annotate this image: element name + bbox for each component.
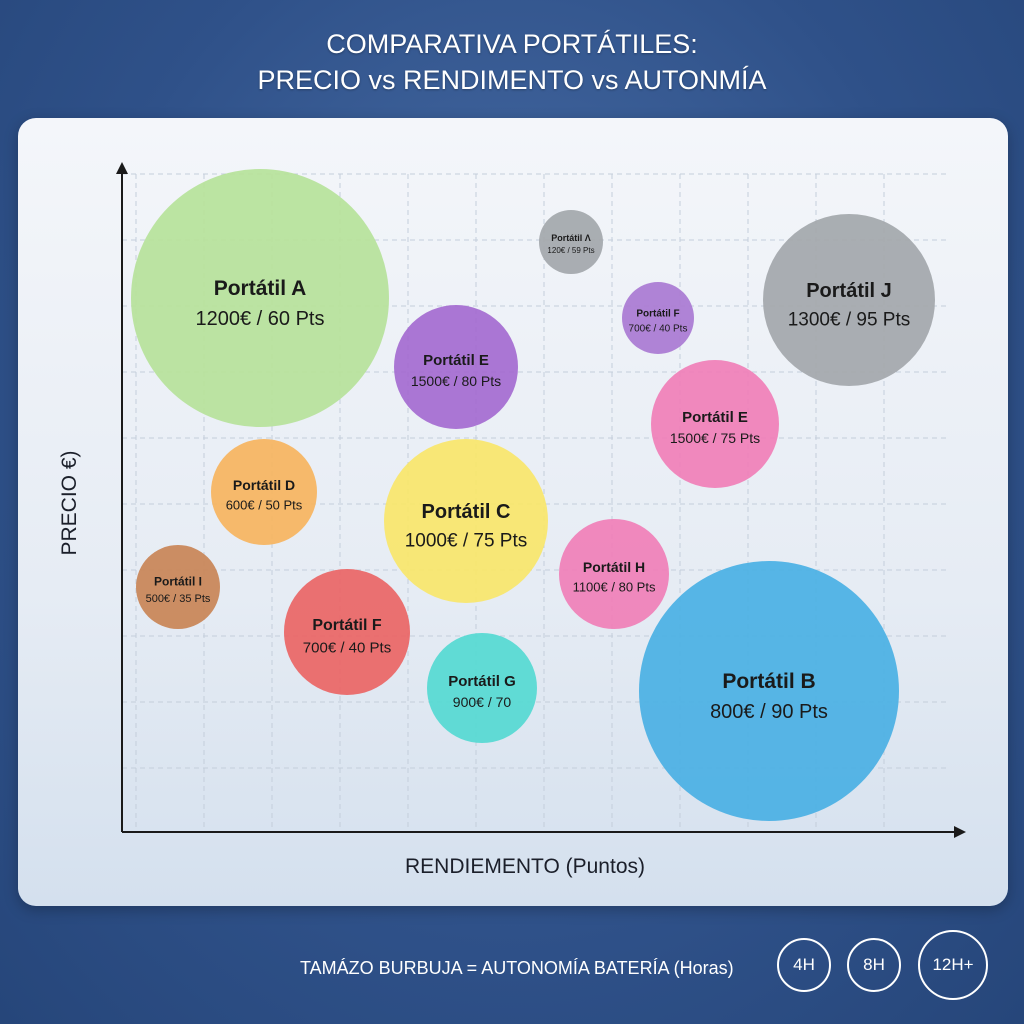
bubble-point [639, 561, 899, 821]
bubble-point [427, 633, 537, 743]
chart-title-line1: COMPARATIVA PORTÁTILES: [326, 29, 698, 59]
bubble-point [539, 210, 603, 274]
bubble-name-label: Portátil E [682, 409, 748, 426]
bubble-value-label: 600€ / 50 Pts [226, 498, 303, 513]
bubble-value-label: 700€ / 40 Pts [303, 639, 391, 656]
size-key-large: 12H+ [918, 930, 988, 1000]
bubble-value-label: 500€ / 35 Pts [146, 593, 211, 605]
size-legend-caption: TAMÁZO BURBUJA = AUTONOMÍA BATERÍA (Hora… [300, 958, 734, 978]
size-key-small: 4H [777, 938, 831, 992]
bubble-point [559, 519, 669, 629]
bubble-value-label: 700€ / 40 Pts [629, 324, 688, 335]
bubble-name-label: Portátil C [422, 501, 511, 523]
size-key-medium: 8H [847, 938, 901, 992]
bubble-point [136, 545, 220, 629]
bubble-name-label: Portátil G [448, 673, 516, 690]
bubble-name-label: Portátil H [583, 559, 645, 575]
bubble-value-label: 1100€ / 80 Pts [573, 580, 656, 595]
y-axis-label: PRECIO €) [58, 450, 81, 555]
bubble-name-label: Portátil B [722, 670, 815, 693]
chart-panel: RENDIEMENTO (Puntos) PRECIO €) Portátil A 1… [18, 118, 1008, 906]
bubble-value-label: 1300€ / 95 Pts [788, 310, 911, 331]
bubble-name-label: Portátil F [312, 617, 382, 634]
x-axis-arrow [954, 826, 966, 838]
bubble-point [622, 282, 694, 354]
bubble-point [651, 360, 779, 488]
bubble-name-label: Portátil J [806, 280, 892, 302]
bubble-point [394, 305, 518, 429]
x-axis-label: RENDIEMENTO (Puntos) [405, 855, 645, 878]
bubble-point [211, 439, 317, 545]
bubble-name-label: Portátil E [423, 352, 489, 369]
bubble-name-label: Portátil I [154, 574, 202, 588]
bubble-value-label: 800€ / 90 Pts [710, 701, 828, 723]
bubble-name-label: Portátil F [636, 309, 679, 320]
bubble-point [131, 169, 389, 427]
bubble-value-label: 900€ / 70 [453, 694, 512, 710]
bubble-name-label: Portátil A [214, 277, 307, 300]
bubble-value-label: 1500€ / 80 Pts [411, 373, 501, 389]
bubble-chart: RENDIEMENTO (Puntos) PRECIO €) Portátil A 1… [58, 162, 966, 878]
bubble-value-label: 1200€ / 60 Pts [196, 308, 325, 330]
bubble-point [384, 439, 548, 603]
bubble-value-label: 1500€ / 75 Pts [670, 430, 760, 446]
bubble-value-label: 120€ / 59 Pts [547, 246, 594, 255]
bubble-point [284, 569, 410, 695]
chart-title: COMPARATIVA PORTÁTILES: PRECIO vs RENDIM… [0, 26, 1024, 98]
bubble-name-label: Portátil Λ [551, 233, 591, 243]
bubble-value-label: 1000€ / 75 Pts [405, 531, 528, 552]
bubble-point [763, 214, 935, 386]
chart-title-line2: PRECIO vs RENDIMENTO vs AUTONMÍA [257, 65, 767, 95]
y-axis-arrow [116, 162, 128, 174]
bubble-name-label: Portátil D [233, 477, 295, 493]
